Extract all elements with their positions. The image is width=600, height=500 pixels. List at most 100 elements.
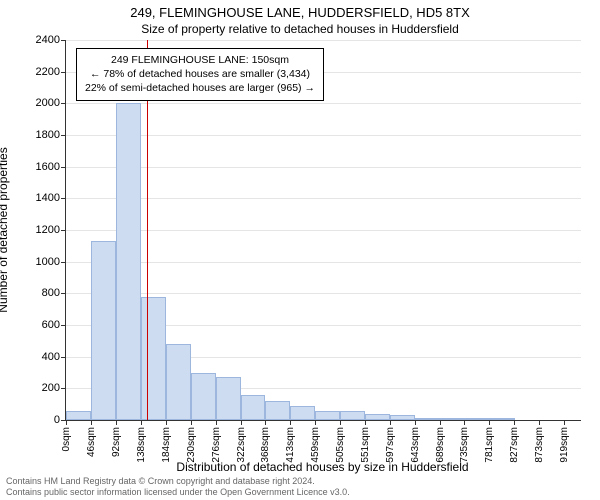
- y-tick-mark: [61, 262, 66, 263]
- x-tick-mark: [191, 420, 192, 425]
- histogram-bar: [265, 401, 290, 420]
- histogram-bar: [141, 297, 166, 421]
- x-tick-label: 873sqm: [534, 427, 545, 463]
- x-tick-label: 276sqm: [211, 427, 222, 463]
- grid-line: [66, 230, 581, 231]
- x-tick-mark: [66, 420, 67, 425]
- histogram-bar: [241, 395, 266, 420]
- y-tick-label: 200: [20, 382, 60, 394]
- x-tick-label: 184sqm: [161, 427, 172, 463]
- x-tick-label: 368sqm: [260, 427, 271, 463]
- grid-line: [66, 198, 581, 199]
- histogram-bar: [116, 103, 141, 420]
- histogram-bar: [315, 411, 340, 421]
- x-tick-mark: [514, 420, 515, 425]
- grid-line: [66, 293, 581, 294]
- info-box-line: 249 FLEMINGHOUSE LANE: 150sqm: [85, 53, 315, 67]
- grid-line: [66, 103, 581, 104]
- footer-attribution: Contains HM Land Registry data © Crown c…: [6, 476, 350, 498]
- y-tick-label: 1800: [20, 129, 60, 141]
- histogram-bar: [66, 411, 91, 421]
- info-box-line: ← 78% of detached houses are smaller (3,…: [85, 67, 315, 81]
- x-tick-mark: [340, 420, 341, 425]
- grid-line: [66, 40, 581, 41]
- y-tick-mark: [61, 293, 66, 294]
- chart-title-main: 249, FLEMINGHOUSE LANE, HUDDERSFIELD, HD…: [0, 5, 600, 20]
- grid-line: [66, 135, 581, 136]
- histogram-bar: [191, 373, 216, 421]
- y-tick-label: 400: [20, 351, 60, 363]
- x-tick-mark: [116, 420, 117, 425]
- x-tick-label: 643sqm: [410, 427, 421, 463]
- info-box: 249 FLEMINGHOUSE LANE: 150sqm← 78% of de…: [76, 48, 324, 101]
- grid-line: [66, 262, 581, 263]
- x-tick-mark: [365, 420, 366, 425]
- y-tick-mark: [61, 325, 66, 326]
- y-tick-label: 0: [20, 414, 60, 426]
- y-tick-label: 1000: [20, 256, 60, 268]
- y-tick-label: 2200: [20, 66, 60, 78]
- y-tick-label: 1200: [20, 224, 60, 236]
- x-tick-label: 413sqm: [285, 427, 296, 463]
- y-tick-mark: [61, 167, 66, 168]
- histogram-bar: [415, 418, 440, 420]
- x-tick-label: 138sqm: [136, 427, 147, 463]
- x-tick-label: 322sqm: [236, 427, 247, 463]
- x-tick-label: 735sqm: [459, 427, 470, 463]
- y-tick-mark: [61, 72, 66, 73]
- histogram-bar: [166, 344, 191, 420]
- histogram-bar: [465, 418, 490, 420]
- y-tick-label: 1400: [20, 192, 60, 204]
- x-tick-mark: [141, 420, 142, 425]
- footer-line-2: Contains public sector information licen…: [6, 487, 350, 498]
- histogram-bar: [390, 415, 415, 420]
- histogram-bar: [490, 418, 515, 420]
- x-tick-label: 0sqm: [61, 427, 72, 451]
- y-tick-mark: [61, 40, 66, 41]
- y-tick-label: 2400: [20, 34, 60, 46]
- x-tick-mark: [440, 420, 441, 425]
- x-tick-mark: [91, 420, 92, 425]
- x-tick-label: 46sqm: [86, 427, 97, 457]
- x-tick-label: 230sqm: [186, 427, 197, 463]
- x-tick-mark: [390, 420, 391, 425]
- info-box-line: 22% of semi-detached houses are larger (…: [85, 81, 315, 95]
- x-tick-mark: [415, 420, 416, 425]
- y-tick-mark: [61, 230, 66, 231]
- footer-line-1: Contains HM Land Registry data © Crown c…: [6, 476, 350, 487]
- x-tick-mark: [464, 420, 465, 425]
- y-axis-label: Number of detached properties: [0, 147, 10, 312]
- histogram-bar: [440, 418, 465, 420]
- x-tick-label: 689sqm: [435, 427, 446, 463]
- grid-line: [66, 167, 581, 168]
- x-tick-label: 459sqm: [310, 427, 321, 463]
- histogram-bar: [365, 414, 390, 420]
- x-tick-mark: [564, 420, 565, 425]
- y-tick-label: 1600: [20, 161, 60, 173]
- chart-container: 249, FLEMINGHOUSE LANE, HUDDERSFIELD, HD…: [0, 0, 600, 500]
- x-tick-mark: [216, 420, 217, 425]
- y-tick-label: 800: [20, 287, 60, 299]
- x-tick-mark: [315, 420, 316, 425]
- x-tick-label: 597sqm: [385, 427, 396, 463]
- x-tick-label: 919sqm: [559, 427, 570, 463]
- histogram-bar: [91, 241, 116, 420]
- x-tick-label: 505sqm: [335, 427, 346, 463]
- y-tick-mark: [61, 357, 66, 358]
- y-tick-mark: [61, 103, 66, 104]
- x-tick-label: 92sqm: [111, 427, 122, 457]
- x-tick-label: 551sqm: [360, 427, 371, 463]
- x-tick-mark: [265, 420, 266, 425]
- chart-title-sub: Size of property relative to detached ho…: [0, 22, 600, 36]
- x-tick-mark: [539, 420, 540, 425]
- y-tick-label: 600: [20, 319, 60, 331]
- x-tick-mark: [489, 420, 490, 425]
- y-tick-mark: [61, 135, 66, 136]
- y-tick-mark: [61, 198, 66, 199]
- x-tick-label: 827sqm: [509, 427, 520, 463]
- y-tick-mark: [61, 388, 66, 389]
- histogram-bar: [290, 406, 315, 420]
- histogram-bar: [340, 411, 365, 421]
- histogram-bar: [216, 377, 241, 420]
- y-tick-label: 2000: [20, 97, 60, 109]
